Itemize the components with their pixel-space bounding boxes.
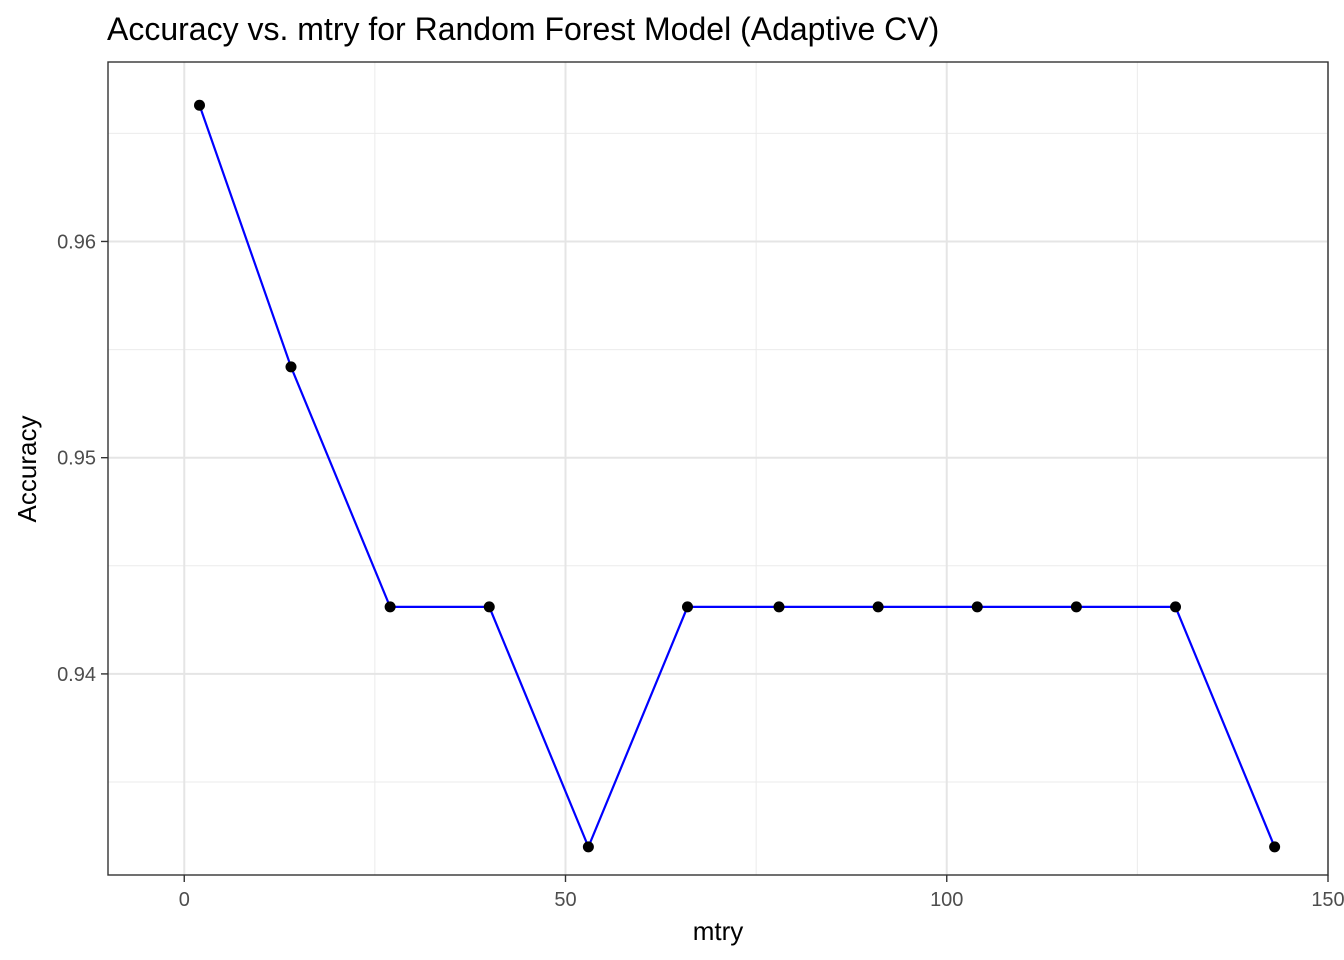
y-axis-title: Accuracy <box>12 416 42 523</box>
x-tick-label-3: 150 <box>1311 889 1344 911</box>
x-tick-label-2: 100 <box>930 889 963 911</box>
y-tick-label-2: 0.96 <box>57 231 96 253</box>
y-tick-label-0: 0.94 <box>57 664 96 686</box>
data-point-0 <box>194 99 205 111</box>
data-point-3 <box>483 601 495 613</box>
data-point-2 <box>384 601 396 613</box>
ticks: 0 50 100 150 0.94 0.95 0.96 <box>57 231 1344 911</box>
data-point-10 <box>1170 601 1181 613</box>
series-line-0 <box>198 104 1276 850</box>
x-tick-label-0: 0 <box>179 889 190 911</box>
data-point-9 <box>1070 601 1082 613</box>
y-tick-label-1: 0.95 <box>57 448 96 470</box>
series <box>194 99 1281 853</box>
panel-border <box>107 61 1329 876</box>
data-point-4 <box>582 841 594 853</box>
data-point-5 <box>682 601 693 613</box>
data-point-1 <box>285 361 297 373</box>
x-tick-label-1: 50 <box>554 889 576 911</box>
data-point-8 <box>971 601 983 613</box>
data-point-6 <box>773 601 785 613</box>
chart-title: Accuracy vs. mtry for Random Forest Mode… <box>107 11 939 47</box>
data-point-11 <box>1269 841 1281 853</box>
grid <box>108 62 1329 875</box>
data-point-7 <box>872 601 884 613</box>
x-axis-title: mtry <box>693 916 744 946</box>
